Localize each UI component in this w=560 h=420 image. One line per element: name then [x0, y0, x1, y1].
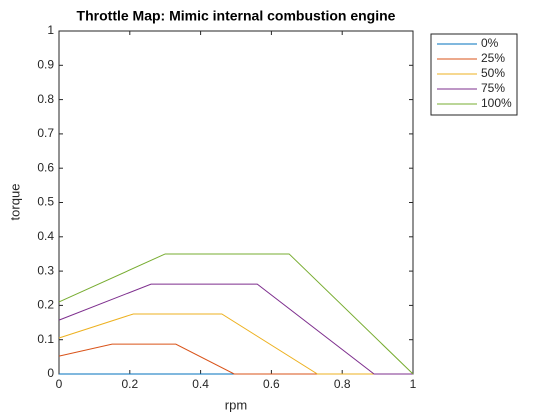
x-tick-label: 1 [410, 377, 417, 391]
y-tick-label: 1 [47, 23, 54, 37]
y-tick-label: 0.1 [37, 332, 54, 346]
y-tick-label: 0 [47, 366, 54, 380]
legend-label: 75% [481, 81, 505, 95]
series-line [58, 313, 413, 375]
series-line [58, 253, 414, 375]
series-line [58, 283, 413, 375]
legend-label: 50% [481, 66, 505, 80]
y-tick-label: 0.5 [37, 195, 54, 209]
y-tick-label: 0.2 [37, 298, 54, 312]
y-tick-label: 0.8 [37, 92, 54, 106]
legend-label: 100% [481, 96, 512, 110]
y-tick-label: 0.6 [37, 160, 54, 174]
chart-title: Throttle Map: Mimic internal combustion … [77, 8, 396, 24]
legend-label: 0% [481, 36, 499, 50]
legend-label: 25% [481, 51, 505, 65]
y-axis-label: torque [7, 184, 22, 221]
y-tick-label: 0.9 [37, 57, 54, 71]
x-axis-label: rpm [225, 397, 247, 412]
x-tick-label: 0.2 [121, 377, 138, 391]
y-tick-label: 0.7 [37, 126, 54, 140]
y-tick-label: 0.4 [37, 229, 54, 243]
x-tick-label: 0.4 [192, 377, 209, 391]
y-tick-label: 0.3 [37, 263, 54, 277]
x-tick-label: 0.8 [334, 377, 351, 391]
series-line [58, 343, 413, 375]
x-tick-label: 0 [56, 377, 63, 391]
x-tick-label: 0.6 [263, 377, 280, 391]
